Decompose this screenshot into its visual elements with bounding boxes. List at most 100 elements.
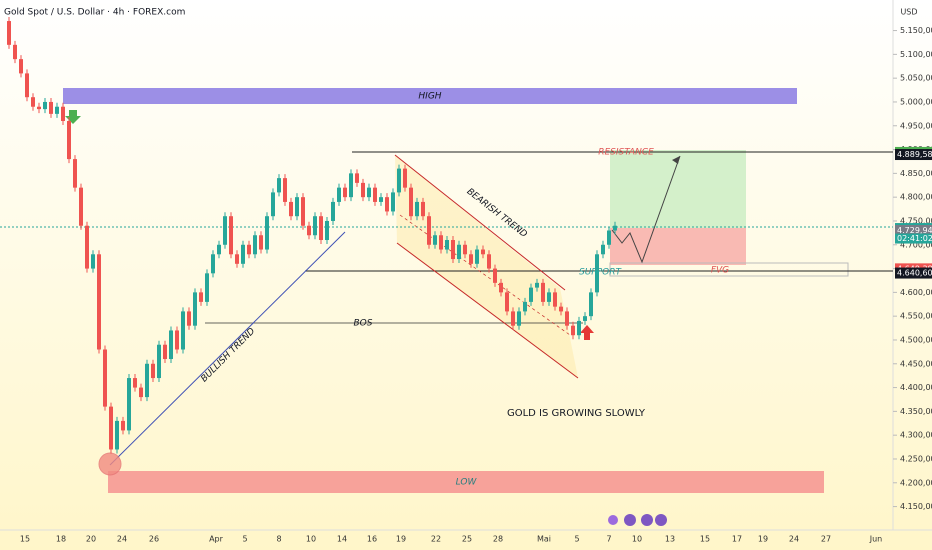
candle	[433, 235, 437, 245]
candle	[103, 349, 107, 407]
channel-fill	[395, 155, 578, 378]
resistance-label: RESISTANCE	[598, 148, 654, 158]
candle	[283, 178, 287, 202]
candle	[67, 121, 71, 160]
candle	[259, 235, 263, 250]
x-tick-label: 16	[367, 535, 377, 544]
y-tick-label: 4.150,00	[900, 502, 932, 511]
x-tick-label: 18	[56, 535, 66, 544]
y-tick-label: 4.800,00	[900, 193, 932, 202]
candle	[49, 101, 53, 114]
candle	[469, 254, 473, 264]
x-tick-label: 26	[149, 535, 159, 544]
candle	[79, 187, 83, 226]
x-tick-label: 15	[700, 535, 710, 544]
candle	[211, 254, 215, 274]
x-tick-label: 10	[632, 535, 642, 544]
candle	[73, 159, 77, 188]
currency: USD	[900, 8, 917, 17]
candle	[571, 325, 575, 336]
candle	[601, 244, 605, 255]
candle	[151, 363, 155, 379]
candle	[361, 182, 365, 198]
candle	[457, 244, 461, 260]
stop-zone	[610, 228, 746, 265]
candle	[157, 344, 161, 379]
candle	[13, 44, 17, 60]
x-tick-label: 19	[758, 535, 768, 544]
candle	[25, 73, 29, 98]
candle	[475, 249, 479, 264]
bearish-line	[394, 154, 566, 291]
x-tick-label: 13	[665, 535, 675, 544]
y-tick-label: 4.500,00	[900, 335, 932, 344]
candle	[223, 216, 227, 245]
support-label: SUPPORT	[579, 268, 622, 278]
x-tick-label: 19	[396, 535, 406, 544]
candle	[217, 244, 221, 255]
low-zone	[108, 471, 824, 493]
candle	[451, 240, 455, 260]
candle	[43, 101, 47, 110]
candle	[271, 192, 275, 217]
candle	[313, 216, 317, 236]
x-tick-label: Apr	[209, 535, 224, 544]
candle	[493, 268, 497, 283]
price-tag	[895, 225, 932, 237]
x-tick-label: 17	[732, 535, 742, 544]
x-tick-label: 8	[276, 535, 281, 544]
candle	[379, 197, 383, 202]
candle	[583, 316, 587, 321]
bearish-line	[396, 242, 579, 379]
bullish-line	[109, 231, 346, 466]
x-tick-label: 22	[431, 535, 441, 544]
x-tick-label: 5	[574, 535, 579, 544]
chart-title: Gold Spot / U.S. Dollar · 4h · FOREX.com	[4, 8, 185, 18]
candle	[229, 216, 233, 255]
candle	[523, 301, 527, 312]
x-tick-label: 24	[117, 535, 127, 544]
x-tick-label: 27	[821, 535, 831, 544]
candle	[511, 311, 515, 326]
y-tick-label: 4.250,00	[900, 454, 932, 463]
candle	[607, 230, 611, 245]
candle	[109, 406, 113, 450]
y-tick-label: 4.600,00	[900, 288, 932, 297]
low-label: LOW	[456, 478, 478, 488]
note: GOLD IS GROWING SLOWLY	[507, 408, 646, 419]
x-tick-label: 10	[306, 535, 316, 544]
candle	[481, 249, 485, 255]
x-tick-label: Mai	[537, 535, 551, 544]
candle	[547, 292, 551, 302]
y-tick-label: 4.400,00	[900, 383, 932, 392]
candle	[595, 254, 599, 293]
y-tick-label: 4.550,00	[900, 312, 932, 321]
candle	[445, 240, 449, 250]
x-tick-label: Jun	[869, 535, 883, 544]
y-tick-label: 4.200,00	[900, 478, 932, 487]
x-tick-label: 25	[462, 535, 472, 544]
countdown: 02:41:02	[897, 234, 932, 243]
event-icons	[608, 514, 667, 526]
y-tick-label: 4.450,00	[900, 359, 932, 368]
candle	[139, 387, 143, 398]
candle	[427, 216, 431, 245]
candle	[277, 178, 281, 193]
candle	[349, 173, 353, 198]
candle	[193, 292, 197, 326]
candle	[85, 225, 89, 269]
candle	[199, 292, 203, 302]
candle	[331, 201, 335, 221]
countdown-bg	[895, 233, 932, 244]
candle	[367, 187, 371, 198]
bos-label: BOS	[354, 319, 373, 329]
x-tick-label: 24	[789, 535, 799, 544]
candle	[301, 197, 305, 226]
candle	[565, 311, 569, 326]
price-tag	[895, 149, 932, 161]
candle	[145, 363, 149, 398]
candle	[373, 187, 377, 202]
candle	[325, 220, 329, 241]
candle	[187, 311, 191, 326]
